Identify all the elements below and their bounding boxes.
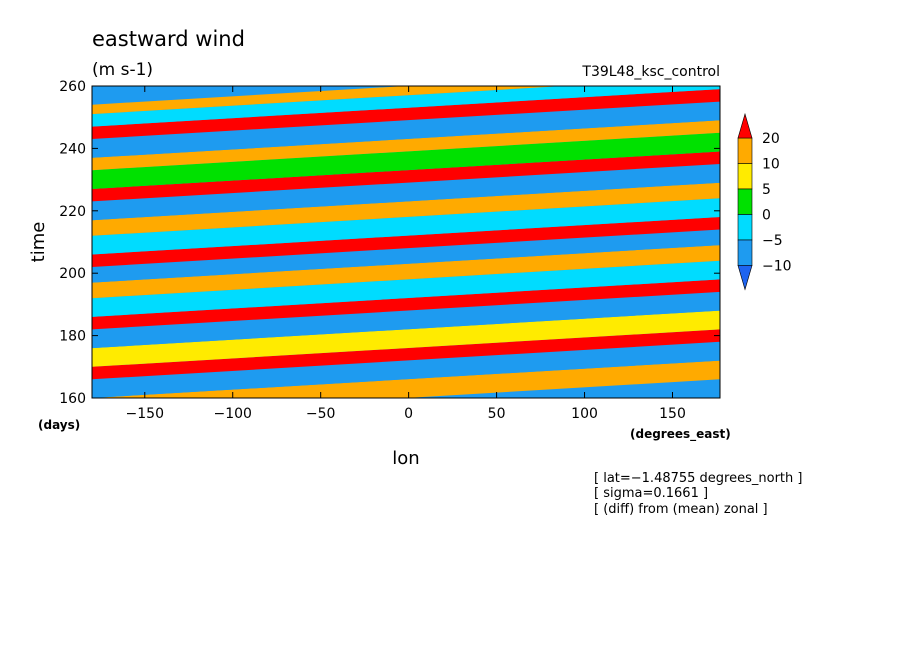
x-axis-label: lon [392, 448, 419, 469]
annotation-lat: [ lat=−1.48755 degrees_north ] [594, 471, 802, 486]
heatmap-band [92, 89, 720, 139]
y-axis: 160 180 200 220 240 260 [59, 79, 720, 407]
x-tick-label: −100 [214, 406, 252, 422]
colorbar-extend-max [737, 112, 753, 139]
colorbar-label: 0 [762, 208, 771, 224]
heatmap-band [92, 151, 720, 202]
colorbar-segment [737, 239, 753, 266]
heatmap-band [92, 164, 720, 221]
y-tick-label: 220 [59, 204, 86, 220]
colorbar-label: −5 [762, 233, 783, 249]
colorbar-segment [737, 163, 753, 190]
colorbar-label: 20 [762, 131, 780, 147]
y-units: (days) [38, 418, 80, 432]
x-tick-label: −150 [126, 406, 164, 422]
y-tick-label: 260 [59, 79, 86, 95]
heatmap-band [92, 86, 720, 127]
annotation-sigma: [ sigma=0.1661 ] [594, 486, 708, 501]
heatmap-band [92, 279, 720, 330]
y-tick-label: 200 [59, 266, 86, 282]
x-tick-label: 150 [659, 406, 686, 422]
plot-frame [91, 85, 721, 399]
heatmap-band [92, 260, 720, 317]
heatmap-band [92, 329, 720, 380]
y-tick-label: 180 [59, 329, 86, 345]
colorbar-segment [737, 214, 753, 241]
heatmap-band [92, 182, 720, 236]
heatmap-field [92, 86, 720, 398]
x-units: (degrees_east) [630, 427, 731, 442]
colorbar-label: 5 [762, 182, 771, 198]
x-axis: −150 −100 −50 0 50 100 150 [126, 86, 686, 422]
x-tick-label: −50 [306, 406, 336, 422]
heatmap-band [92, 360, 720, 398]
colorbar-label: −10 [762, 259, 792, 275]
y-tick-label: 160 [59, 391, 86, 407]
colorbar-segment [737, 188, 753, 215]
x-tick-label: 50 [488, 406, 506, 422]
run-label: T39L48_ksc_control [581, 64, 720, 80]
colorbar-segment [737, 137, 753, 164]
colorbar: 20 10 5 0 −5 −10 [737, 112, 792, 291]
y-tick-label: 240 [59, 141, 86, 157]
chart-title: eastward wind [92, 27, 245, 51]
heatmap-band [92, 229, 720, 283]
heatmap-band [92, 101, 720, 158]
heatmap-band [92, 132, 720, 189]
x-tick-label: 100 [571, 406, 598, 422]
x-tick-label: 0 [404, 406, 413, 422]
y-axis-label: time [28, 222, 49, 263]
colorbar-label: 10 [762, 157, 780, 173]
annotation-diff: [ (diff) from (mean) zonal ] [594, 502, 768, 517]
heatmap-band [92, 245, 720, 299]
heatmap-band [92, 198, 720, 255]
chart-units: (m s-1) [92, 60, 153, 80]
colorbar-extend-min [737, 265, 753, 291]
heatmap-band [92, 310, 720, 367]
heatmap-band [92, 291, 720, 349]
heatmap-band [92, 120, 720, 171]
heatmap-band [92, 86, 563, 115]
heatmap-band [92, 217, 720, 267]
heatmap-band [92, 341, 720, 398]
